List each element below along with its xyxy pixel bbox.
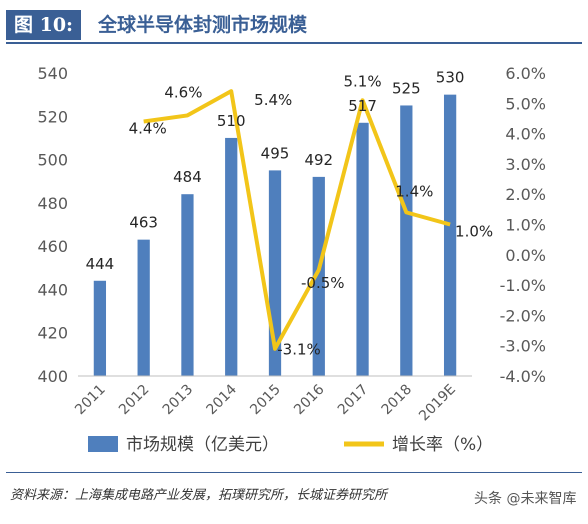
bar-2014 xyxy=(225,137,238,376)
growth-rate-label: -3.1% xyxy=(277,341,321,359)
x-category-label: 2011 xyxy=(72,382,109,419)
growth-rate-label: 4.4% xyxy=(129,119,167,137)
x-category-label: 2019E xyxy=(416,382,459,425)
source-note: 资料来源：上海集成电路产业发展，拓璞研究所，长城证券研究所 xyxy=(10,488,388,503)
y-right-tick-label: 6.0% xyxy=(505,64,546,83)
y-right-tick-label: -2.0% xyxy=(500,306,546,325)
bar-value-label: 484 xyxy=(173,168,202,186)
bar-value-label: 525 xyxy=(392,79,421,97)
y-right-tick-label: 4.0% xyxy=(505,125,546,144)
chart-canvas: 444 463 484 510 495 492 517 525 530 4.4% 4.6% 5.4% -… xyxy=(37,64,546,455)
bar-2016 xyxy=(312,176,325,376)
bar-value-label: 517 xyxy=(348,97,377,115)
bar-value-label: 444 xyxy=(86,255,115,273)
x-category-label: 2018 xyxy=(379,382,416,419)
y-right-tick-label: 5.0% xyxy=(505,94,546,113)
y-left-tick-label: 500 xyxy=(37,151,68,170)
y-right-tick-label: 2.0% xyxy=(505,185,546,204)
y-left-tick-label: 520 xyxy=(37,107,68,126)
x-category-label: 2017 xyxy=(335,382,372,419)
growth-rate-label: 4.6% xyxy=(164,83,202,101)
bar-value-label: 530 xyxy=(436,69,465,87)
bar-2019E xyxy=(443,94,457,376)
source-divider xyxy=(6,472,582,473)
growth-rate-label: 5.4% xyxy=(254,91,292,109)
x-category-label: 2016 xyxy=(291,381,328,418)
y-right-tick-label: 3.0% xyxy=(505,155,546,174)
axes-layer: 400 420 440 460 480 500 520 540 -4.0% -3.0% -2.0% -… xyxy=(37,64,546,424)
bar-value-label: 510 xyxy=(217,112,246,130)
bar-2012 xyxy=(137,239,150,376)
y-left-tick-label: 400 xyxy=(37,367,68,386)
legend-label-bar: 市场规模（亿美元） xyxy=(126,435,279,455)
growth-rate-label: 5.1% xyxy=(344,72,382,90)
bar-2017 xyxy=(356,122,369,377)
bar-value-label: 463 xyxy=(129,214,158,232)
line-layer xyxy=(143,89,451,351)
growth-rate-label: 1.4% xyxy=(395,182,433,200)
y-right-tick-label: 1.0% xyxy=(505,216,546,235)
bar-2013 xyxy=(181,194,194,376)
y-left-tick-label: 480 xyxy=(37,194,68,213)
bar-value-label: 495 xyxy=(261,144,290,162)
growth-rate-label: -0.5% xyxy=(301,274,345,292)
y-left-tick-label: 420 xyxy=(37,324,68,343)
legend-swatch-bar xyxy=(88,436,118,452)
legend-label-line: 增长率（%） xyxy=(392,435,493,455)
y-right-tick-label: -3.0% xyxy=(500,337,546,356)
growth-rate-line xyxy=(143,89,451,351)
growth-rate-label: 1.0% xyxy=(455,223,493,241)
figure-title-bar: 图 10: 全球半导体封测市场规模 xyxy=(6,8,582,44)
y-left-tick-label: 540 xyxy=(37,64,68,83)
x-category-label: 2013 xyxy=(160,382,197,419)
y-right-tick-label: -4.0% xyxy=(500,367,546,386)
y-left-tick-label: 460 xyxy=(37,237,68,256)
chart-title: 全球半导体封测市场规模 xyxy=(98,14,308,36)
x-category-label: 2015 xyxy=(247,382,284,419)
bar-2011 xyxy=(93,280,107,376)
bars-layer xyxy=(93,94,457,377)
x-category-label: 2014 xyxy=(204,381,241,418)
legend: 市场规模（亿美元） 增长率（%） xyxy=(88,435,493,455)
watermark-logo: 头条 @未来智库 xyxy=(470,486,581,510)
y-right-tick-label: -1.0% xyxy=(500,276,546,295)
bar-value-label: 492 xyxy=(304,151,333,169)
y-left-tick-label: 440 xyxy=(37,280,68,299)
bar-2018 xyxy=(400,105,413,376)
y-right-tick-label: 0.0% xyxy=(505,246,546,265)
x-category-label: 2012 xyxy=(116,382,153,419)
figure-number-tag: 图 10: xyxy=(6,10,82,40)
labels-layer: 444 463 484 510 495 492 517 525 530 4.4% 4.6% 5.4% -… xyxy=(86,69,494,359)
